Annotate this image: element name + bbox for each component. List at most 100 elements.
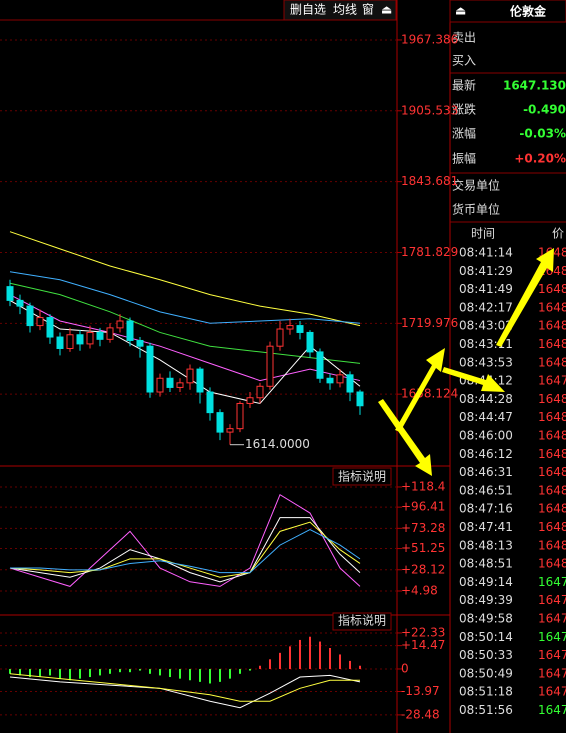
candle-body [216, 412, 224, 433]
trade-time: 08:44:28 [459, 392, 513, 406]
trade-time: 08:46:12 [459, 447, 513, 461]
candle-body [146, 345, 154, 393]
trade-price: 1648 [538, 538, 566, 552]
trade-time: 08:41:49 [459, 282, 513, 296]
trade-time: 08:46:31 [459, 465, 513, 479]
candle-body [76, 334, 84, 345]
quote-value: -0.03% [519, 127, 566, 141]
candle-body [196, 368, 204, 393]
y-tick-label: 1719.976 [401, 316, 458, 330]
y-tick-label: +73.28 [401, 521, 445, 535]
y-tick-label: +4.98 [401, 583, 438, 597]
candle-body [36, 317, 44, 327]
low-annotation: 1614.0000 [245, 437, 310, 451]
trade-price: 1648 [538, 337, 566, 351]
trade-time: 08:51:56 [459, 703, 513, 717]
y-tick-label: +96.41 [401, 500, 445, 514]
line [9, 673, 360, 702]
candle-body [286, 325, 294, 330]
quote-label: 涨幅 [452, 126, 476, 141]
trades-header: 价 [552, 227, 564, 241]
trade-price: 1647 [538, 666, 566, 680]
trade-time: 08:48:51 [459, 557, 513, 571]
candle-body [56, 336, 64, 349]
trade-price: 1647 [538, 703, 566, 717]
candle-body [346, 374, 354, 393]
quote-label: 货币单位 [452, 202, 500, 217]
candle-body [166, 377, 174, 388]
trade-time: 08:49:14 [459, 575, 513, 589]
trade-time: 08:41:29 [459, 264, 513, 278]
arrow [442, 367, 505, 392]
trade-price: 1647 [538, 648, 566, 662]
line [9, 231, 361, 327]
annotation-arrows [378, 248, 554, 476]
line [9, 299, 361, 405]
line [9, 674, 361, 709]
trade-time: 08:51:18 [459, 685, 513, 699]
panel-icon[interactable]: ⏏ [455, 4, 466, 18]
y-tick-label: 0 [401, 661, 409, 675]
trade-time: 08:41:14 [459, 246, 513, 260]
candle-body [296, 325, 304, 333]
quote-label: 卖出 [452, 31, 476, 45]
trade-time: 08:48:13 [459, 538, 513, 552]
candle-body [126, 320, 134, 341]
indicator-note: 指标说明 [338, 469, 386, 484]
line [9, 493, 361, 587]
trade-time: 08:43:02 [459, 319, 513, 333]
instrument-name: 伦敦金 [510, 4, 547, 19]
trade-price: 1648 [538, 465, 566, 479]
candle-body [236, 402, 244, 430]
candle-body [316, 351, 324, 379]
trade-price: 1648 [538, 319, 566, 333]
trades-header: 时间 [471, 227, 495, 241]
line [9, 521, 361, 578]
indicator-note: 指标说明 [338, 613, 386, 628]
trade-time: 08:50:49 [459, 666, 513, 680]
trade-time: 08:43:53 [459, 355, 513, 369]
line [9, 282, 361, 364]
trade-price: 1648 [538, 282, 566, 296]
line [10, 528, 361, 574]
quote-label: 振幅 [452, 151, 476, 166]
toolbar-icon[interactable]: ⏏ [381, 3, 392, 17]
trade-price: 1648 [538, 520, 566, 534]
candle-body [136, 339, 144, 347]
trade-price: 1648 [538, 392, 566, 406]
y-tick-label: 1905.533 [401, 103, 458, 117]
quote-value: -0.490 [523, 103, 566, 117]
candle-body [186, 368, 194, 384]
candle-body [306, 331, 314, 353]
y-tick-label: -13.97 [401, 684, 440, 698]
trade-price: 1648 [538, 410, 566, 424]
trade-price: 1648 [538, 355, 566, 369]
trade-price: 1647 [538, 575, 566, 589]
candle-body [176, 382, 184, 388]
y-tick-label: 1781.829 [401, 245, 458, 259]
trade-price: 1648 [538, 300, 566, 314]
trade-time: 08:47:16 [459, 502, 513, 516]
panel-header [449, 0, 566, 23]
y-tick-label: +14.47 [401, 638, 445, 652]
trade-price: 1648 [538, 429, 566, 443]
toolbar-button[interactable]: 窗 [362, 3, 374, 17]
candle-body [356, 391, 364, 407]
candle-body [266, 345, 274, 387]
trade-price: 1648 [538, 502, 566, 516]
trade-time: 08:46:00 [459, 429, 513, 443]
trade-time: 08:50:33 [459, 648, 513, 662]
line [9, 517, 361, 583]
trade-price: 1647 [538, 374, 566, 388]
arrow [496, 248, 554, 347]
y-tick-label: 1967.386 [401, 32, 458, 46]
trade-time: 08:42:17 [459, 300, 513, 314]
indicator-note-box[interactable] [332, 467, 392, 486]
toolbar-button[interactable]: 均线 [333, 3, 357, 17]
y-tick-label: +51.25 [401, 541, 445, 555]
indicator-note-box[interactable] [332, 612, 392, 631]
toolbar-button[interactable]: 删自选 [290, 3, 326, 17]
